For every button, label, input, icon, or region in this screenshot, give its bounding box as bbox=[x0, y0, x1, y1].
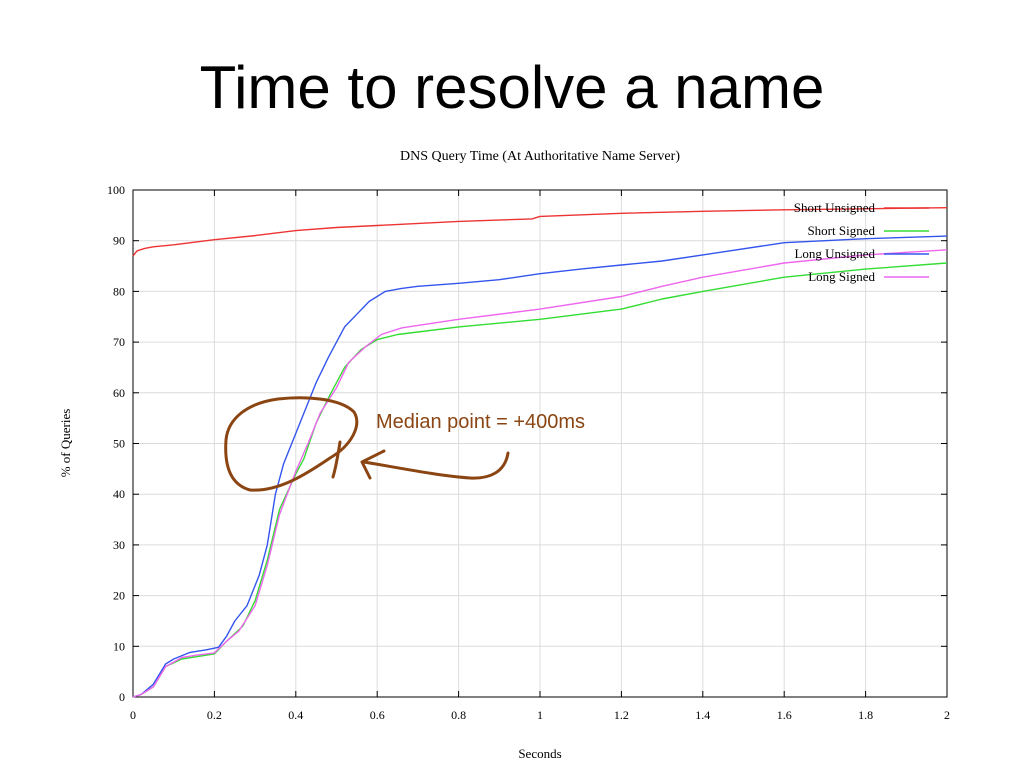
y-tick-label: 50 bbox=[113, 437, 125, 451]
median-annotation: Median point = +400ms bbox=[224, 396, 585, 492]
x-tick-label: 1.6 bbox=[777, 708, 792, 722]
legend-label-long-unsigned: Long Unsigned bbox=[794, 246, 875, 261]
x-tick-label: 0.2 bbox=[207, 708, 222, 722]
x-tick-label: 0.4 bbox=[288, 708, 303, 722]
chart-grid bbox=[133, 190, 947, 697]
slide-title: Time to resolve a name bbox=[199, 54, 825, 121]
annotation-arrowhead bbox=[360, 449, 386, 480]
x-tick-label: 2 bbox=[944, 708, 950, 722]
series-line-short-unsigned bbox=[132, 207, 948, 257]
y-tick-label: 80 bbox=[113, 284, 125, 298]
annotation-tick bbox=[331, 440, 342, 479]
chart-title: DNS Query Time (At Authoritative Name Se… bbox=[400, 149, 680, 164]
legend-label-short-signed: Short Signed bbox=[807, 223, 875, 238]
legend-label-short-unsigned: Short Unsigned bbox=[794, 200, 876, 215]
x-tick-label: 1 bbox=[537, 708, 543, 722]
axis-ticks: 0 0.2 0.4 0.6 0.8 1 1.2 1.4 1.6 1.8 20102030405060… bbox=[107, 183, 950, 722]
x-tick-label: 0 bbox=[130, 708, 136, 722]
y-tick-label: 10 bbox=[113, 639, 125, 653]
y-tick-label: 30 bbox=[113, 538, 125, 552]
x-tick-label: 1.2 bbox=[614, 708, 629, 722]
annotation-circle bbox=[224, 396, 359, 492]
y-tick-label: 20 bbox=[113, 589, 125, 603]
y-tick-label: 100 bbox=[107, 183, 125, 197]
y-tick-label: 90 bbox=[113, 234, 125, 248]
y-tick-label: 60 bbox=[113, 386, 125, 400]
series-line-long-unsigned bbox=[132, 235, 948, 698]
y-tick-label: 70 bbox=[113, 335, 125, 349]
annotation-text: Median point = +400ms bbox=[376, 411, 585, 433]
y-tick-label: 40 bbox=[113, 487, 125, 501]
x-axis-label: Seconds bbox=[518, 746, 561, 761]
y-axis-label: % of Queries bbox=[58, 409, 73, 478]
series-lines bbox=[132, 207, 948, 698]
x-tick-label: 0.8 bbox=[451, 708, 466, 722]
x-tick-label: 1.8 bbox=[858, 708, 873, 722]
annotation-arrow bbox=[362, 451, 510, 480]
x-tick-label: 1.4 bbox=[695, 708, 710, 722]
legend: Short Unsigned Short Signed Long Unsigned L… bbox=[794, 200, 929, 284]
legend-label-long-signed: Long Signed bbox=[808, 269, 875, 284]
y-tick-label: 0 bbox=[119, 690, 125, 704]
series-line-long-signed bbox=[132, 249, 948, 698]
x-tick-label: 0.6 bbox=[370, 708, 385, 722]
